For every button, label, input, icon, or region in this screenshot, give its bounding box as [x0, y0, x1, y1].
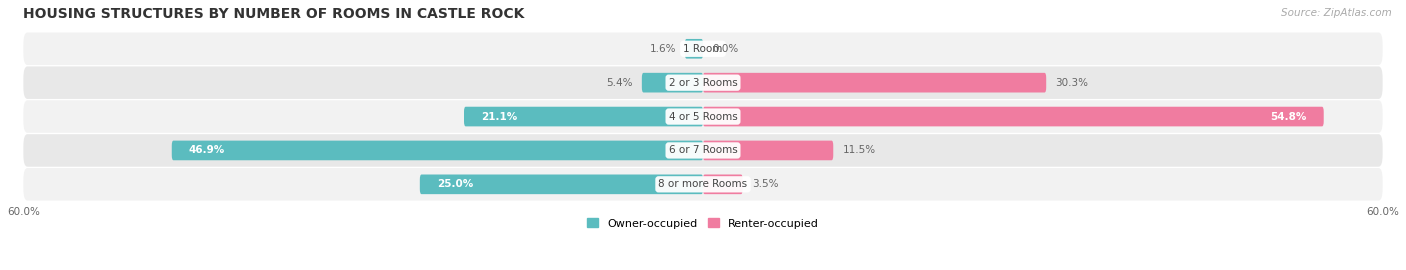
Text: Source: ZipAtlas.com: Source: ZipAtlas.com — [1281, 8, 1392, 18]
FancyBboxPatch shape — [24, 100, 1382, 133]
FancyBboxPatch shape — [24, 32, 1382, 65]
FancyBboxPatch shape — [703, 73, 1046, 93]
FancyBboxPatch shape — [685, 39, 703, 59]
FancyBboxPatch shape — [420, 174, 703, 194]
Text: 30.3%: 30.3% — [1056, 78, 1088, 88]
Text: 11.5%: 11.5% — [842, 146, 876, 156]
FancyBboxPatch shape — [703, 141, 834, 160]
Text: 6 or 7 Rooms: 6 or 7 Rooms — [669, 146, 737, 156]
Text: HOUSING STRUCTURES BY NUMBER OF ROOMS IN CASTLE ROCK: HOUSING STRUCTURES BY NUMBER OF ROOMS IN… — [24, 7, 524, 21]
Text: 4 or 5 Rooms: 4 or 5 Rooms — [669, 112, 737, 122]
Text: 46.9%: 46.9% — [188, 146, 225, 156]
Text: 0.0%: 0.0% — [711, 44, 738, 54]
FancyBboxPatch shape — [703, 174, 742, 194]
Text: 54.8%: 54.8% — [1271, 112, 1306, 122]
FancyBboxPatch shape — [703, 107, 1323, 126]
Text: 25.0%: 25.0% — [437, 179, 472, 189]
Legend: Owner-occupied, Renter-occupied: Owner-occupied, Renter-occupied — [582, 214, 824, 233]
Text: 5.4%: 5.4% — [606, 78, 633, 88]
Text: 21.1%: 21.1% — [481, 112, 517, 122]
FancyBboxPatch shape — [24, 134, 1382, 167]
Text: 2 or 3 Rooms: 2 or 3 Rooms — [669, 78, 737, 88]
Text: 8 or more Rooms: 8 or more Rooms — [658, 179, 748, 189]
Text: 1 Room: 1 Room — [683, 44, 723, 54]
FancyBboxPatch shape — [24, 66, 1382, 99]
Text: 3.5%: 3.5% — [752, 179, 778, 189]
Text: 1.6%: 1.6% — [650, 44, 676, 54]
FancyBboxPatch shape — [641, 73, 703, 93]
FancyBboxPatch shape — [172, 141, 703, 160]
FancyBboxPatch shape — [464, 107, 703, 126]
FancyBboxPatch shape — [24, 168, 1382, 201]
